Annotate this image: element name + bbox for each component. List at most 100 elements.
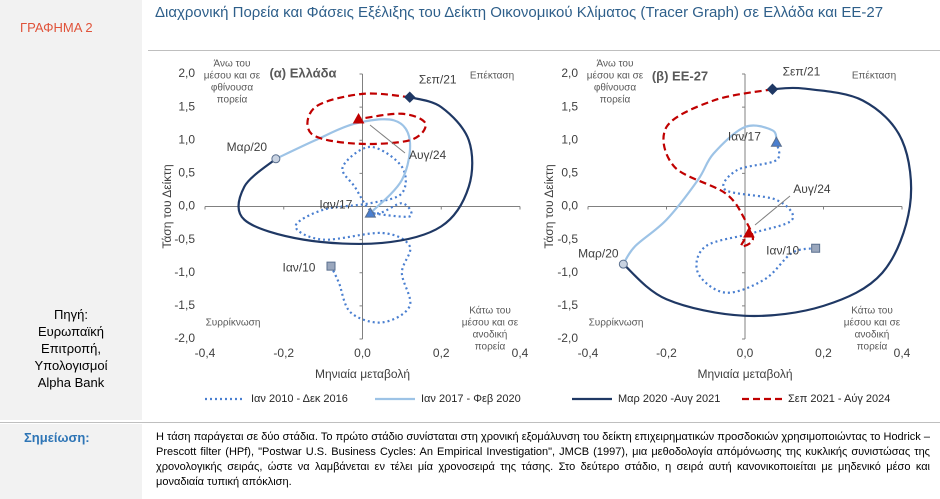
marker <box>811 243 821 253</box>
source-line: Υπολογισμοί <box>34 358 108 373</box>
chart-title: (β) ΕΕ-27 <box>652 68 708 83</box>
x-axis-label: Μηνιαία μεταβολή <box>315 367 410 381</box>
annotation: Μαρ/20 <box>578 246 619 260</box>
x-tick-label: -0,4 <box>195 346 216 360</box>
y-tick-label: -0,5 <box>557 232 578 246</box>
annotation-leader <box>369 124 406 154</box>
legend-label: Μαρ 2020 -Αυγ 2021 <box>618 393 720 405</box>
quadrant-label: Συρρίκνωση <box>589 317 644 329</box>
quadrant-label: μέσου και σε <box>587 70 644 82</box>
series-line <box>275 118 412 214</box>
marker <box>766 83 779 95</box>
source: Πηγή: Ευρωπαϊκή Επιτροπή, Υπολογισμοί Al… <box>0 306 142 391</box>
marker <box>770 136 783 147</box>
y-axis-label: Τάση του Δείκτη <box>542 164 556 248</box>
y-tick-label: -1,5 <box>557 298 578 312</box>
legend-label: Σεπ 2021 - Αύγ 2024 <box>788 393 890 405</box>
chart-title: (α) Ελλάδα <box>269 65 336 80</box>
x-axis-label: Μηνιαία μεταβολή <box>697 367 792 381</box>
marker <box>271 154 281 164</box>
y-axis-label: Τάση του Δείκτη <box>160 164 174 248</box>
x-tick-label: -0,4 <box>578 346 599 360</box>
marker <box>364 207 377 218</box>
y-tick-label: 2,0 <box>178 66 195 80</box>
y-tick-label: 1,5 <box>561 99 578 113</box>
marker <box>352 113 365 124</box>
legend-label: Ιαν 2010 - Δεκ 2016 <box>251 393 348 405</box>
note: Η τάση παράγεται σε δύο στάδια. Το πρώτο… <box>156 431 930 488</box>
annotation-leader <box>754 195 791 226</box>
marker <box>326 261 336 271</box>
y-tick-label: -2,0 <box>174 331 195 345</box>
marker <box>743 226 755 238</box>
quadrant-label: Συρρίκνωση <box>206 317 261 329</box>
series-line <box>237 96 474 246</box>
annotation: Σεπ/21 <box>419 72 457 86</box>
source-line: Alpha Bank <box>37 375 105 390</box>
marker <box>404 91 416 103</box>
quadrant-label: πορεία <box>600 94 631 106</box>
quadrant-label: φθίνουσα <box>594 82 636 94</box>
series-line <box>294 145 413 324</box>
x-tick-label: 0,2 <box>433 346 450 360</box>
x-tick-label: 0,0 <box>354 346 371 360</box>
x-tick-label: 0,0 <box>737 346 754 360</box>
quadrant-label: μέσου και σε <box>844 317 901 329</box>
series-line <box>622 86 913 318</box>
quadrant-label: μέσου και σε <box>204 70 261 82</box>
quadrant-label: ανοδική <box>473 329 508 341</box>
annotation: Μαρ/20 <box>227 140 268 154</box>
quadrant-label: ανοδική <box>855 329 890 341</box>
y-tick-label: 2,0 <box>561 66 578 80</box>
y-tick-label: -0,5 <box>174 232 195 246</box>
series-line <box>622 124 778 265</box>
quadrant-label: πορεία <box>475 341 506 353</box>
title-rule <box>148 50 940 51</box>
source-line: Επιτροπή, <box>41 341 101 356</box>
series-line <box>662 88 773 248</box>
quadrant-label: Κάτω του <box>851 305 893 317</box>
quadrant-label: πορεία <box>857 341 888 353</box>
x-tick-label: 0,2 <box>815 346 832 360</box>
quadrant-label: Επέκταση <box>470 70 514 82</box>
y-tick-label: -1,0 <box>174 265 195 279</box>
left-panel <box>0 0 142 420</box>
annotation: Ιαν/10 <box>283 260 316 274</box>
y-tick-label: 1,0 <box>178 132 195 146</box>
quadrant-label: Επέκταση <box>852 70 896 82</box>
x-tick-label: -0,2 <box>656 346 677 360</box>
quadrant-label: φθίνουσα <box>211 82 253 94</box>
quadrant-label: Άνω του <box>214 59 251 70</box>
x-tick-label: 0,4 <box>512 346 529 360</box>
annotation: Αυγ/24 <box>409 148 447 162</box>
note-label: Σημείωση: <box>24 430 90 445</box>
annotation: Ιαν/10 <box>766 243 799 257</box>
annotation: Αυγ/24 <box>793 182 831 196</box>
y-tick-label: -2,0 <box>557 331 578 345</box>
quadrant-label: Άνω του <box>597 59 634 70</box>
x-tick-label: 0,4 <box>894 346 911 360</box>
source-line: Πηγή: <box>54 307 88 322</box>
series-line <box>306 92 427 146</box>
annotation: Ιαν/17 <box>728 129 761 143</box>
x-tick-label: -0,2 <box>273 346 294 360</box>
quadrant-label: Κάτω του <box>469 305 511 317</box>
note-panel <box>0 424 142 499</box>
title: Διαχρονική Πορεία και Φάσεις Εξέλιξης το… <box>155 4 884 21</box>
quadrant-label: πορεία <box>217 94 248 106</box>
quadrant-label: μέσου και σε <box>462 317 519 329</box>
annotation: Σεπ/21 <box>783 64 821 78</box>
figure-label: ΓΡΑΦΗΜΑ 2 <box>20 20 93 35</box>
y-tick-label: 0,0 <box>561 199 578 213</box>
legend-label: Ιαν 2017 - Φεβ 2020 <box>421 393 521 405</box>
marker <box>618 259 628 269</box>
y-tick-label: 1,0 <box>561 132 578 146</box>
note-rule <box>0 422 940 423</box>
annotation: Ιαν/17 <box>319 197 352 211</box>
y-tick-label: 0,5 <box>178 166 195 180</box>
y-tick-label: 1,5 <box>178 99 195 113</box>
y-tick-label: -1,5 <box>174 298 195 312</box>
series-line <box>695 142 816 294</box>
